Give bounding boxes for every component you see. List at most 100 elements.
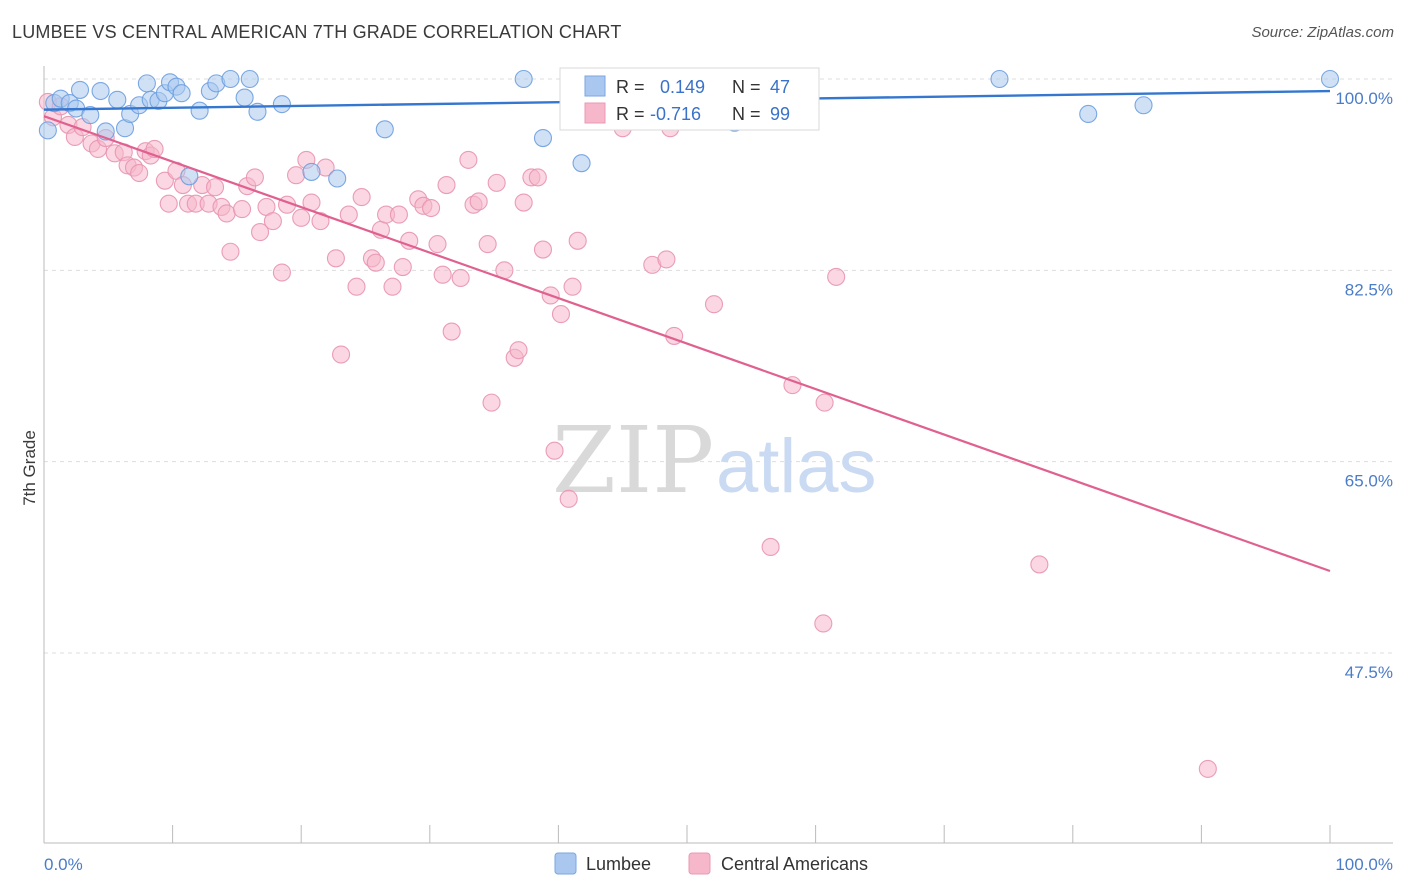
data-point (375, 120, 394, 139)
data-point (389, 205, 408, 224)
data-point (761, 537, 780, 556)
data-point (487, 173, 506, 192)
data-point (422, 198, 441, 218)
data-point (783, 376, 802, 395)
x-tick-labels: 0.0% 100.0% (44, 855, 1393, 874)
data-point (155, 171, 174, 190)
legend-n-label-pink: N = (732, 104, 761, 124)
data-point (551, 305, 571, 324)
data-point (250, 223, 270, 242)
watermark-zip: ZIP (552, 407, 714, 514)
data-point (287, 166, 306, 185)
source-credit: Source: ZipAtlas.com (1251, 24, 1394, 41)
data-point (302, 162, 321, 181)
data-point (240, 69, 259, 89)
legend-r-value-blue: 0.149 (660, 77, 705, 97)
gridlines (44, 78, 1393, 654)
data-point (1320, 69, 1340, 89)
data-point (469, 192, 488, 211)
x-tick-label: 100.0% (1335, 855, 1393, 874)
data-point (827, 267, 846, 286)
data-point (339, 205, 358, 224)
bottom-legend: Lumbee Central Americans (554, 852, 868, 875)
data-point (563, 277, 582, 296)
data-point (221, 69, 240, 89)
data-point (130, 163, 149, 183)
data-point (815, 393, 834, 412)
data-point (657, 250, 676, 269)
data-point (383, 277, 402, 296)
data-point (235, 88, 254, 107)
data-point (137, 74, 156, 93)
data-point (91, 81, 110, 101)
data-point (190, 101, 209, 120)
data-point (704, 295, 724, 314)
bottom-legend-label-pink: Central Americans (721, 854, 868, 874)
legend-r-label-blue: R = (616, 77, 645, 97)
y-tick-labels: 47.5% 65.0% 82.5% 100.0% (1335, 89, 1393, 682)
data-point (366, 253, 385, 272)
data-point (347, 277, 366, 296)
data-point (393, 258, 412, 277)
chart-title: LUMBEE VS CENTRAL AMERICAN 7TH GRADE COR… (12, 22, 622, 42)
data-point (108, 90, 127, 109)
data-point (38, 121, 57, 140)
y-tick-label: 65.0% (1345, 472, 1393, 491)
central-americans-trend-line (43, 115, 1331, 573)
legend-n-label-blue: N = (732, 77, 761, 97)
data-point (1079, 104, 1098, 124)
bottom-legend-swatch-pink (688, 852, 711, 875)
data-point (70, 80, 90, 99)
legend-r-label-pink: R = (616, 104, 645, 124)
legend-n-value-pink: 99 (770, 104, 790, 124)
data-point (428, 235, 447, 254)
data-point (217, 204, 236, 223)
data-point (326, 249, 345, 268)
data-point (328, 169, 347, 188)
data-point (459, 150, 478, 169)
data-point (292, 208, 311, 227)
y-tick-label: 82.5% (1345, 280, 1393, 299)
data-point (1134, 96, 1153, 115)
y-tick-label: 47.5% (1345, 663, 1393, 682)
data-point (545, 441, 564, 460)
data-point (559, 489, 578, 508)
watermark-atlas: atlas (716, 424, 877, 509)
data-point (568, 231, 587, 250)
data-point (205, 178, 225, 197)
y-axis-label: 7th Grade (20, 430, 39, 506)
bottom-legend-swatch-blue (554, 852, 577, 875)
legend-swatch-pink (584, 102, 606, 124)
data-point (311, 212, 330, 231)
data-point (514, 193, 533, 212)
data-point (990, 69, 1009, 89)
watermark: ZIP atlas (552, 407, 877, 514)
x-tick-label: 0.0% (44, 855, 83, 874)
data-point (482, 393, 501, 412)
data-point (272, 95, 291, 114)
data-point (332, 345, 351, 364)
data-point (442, 322, 461, 341)
data-point (1030, 555, 1049, 574)
legend-swatch-blue (584, 75, 606, 97)
data-point (400, 231, 419, 250)
data-point (528, 168, 547, 187)
data-point (272, 263, 291, 282)
legend-r-value-pink: -0.716 (650, 104, 701, 124)
data-point (437, 176, 456, 195)
axes (43, 66, 1393, 844)
data-point (159, 194, 178, 213)
data-point (533, 240, 553, 259)
data-point (172, 84, 191, 103)
data-point (263, 212, 282, 231)
data-point (221, 242, 240, 261)
data-point (245, 168, 264, 187)
data-point (451, 268, 470, 288)
data-point (478, 235, 497, 254)
data-point (232, 200, 252, 219)
data-point (352, 188, 371, 207)
y-tick-label: 100.0% (1335, 89, 1393, 108)
data-point (533, 128, 553, 148)
data-point (814, 614, 833, 633)
